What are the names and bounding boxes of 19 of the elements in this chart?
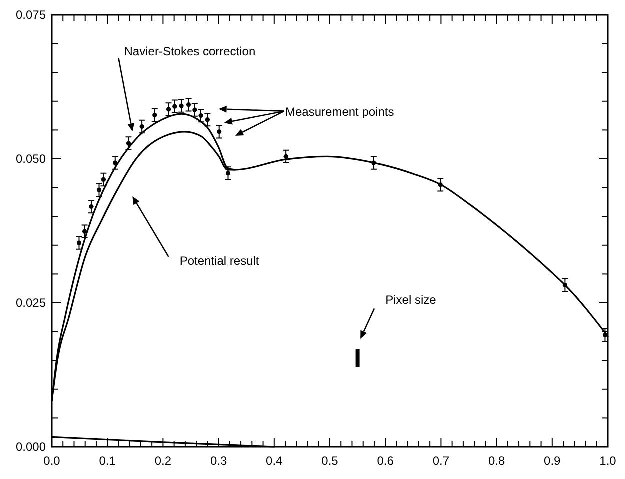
y-tick-label: 0.050 — [16, 152, 46, 166]
y-tick-label: 0.025 — [16, 296, 46, 310]
annotation: Measurement points — [286, 105, 394, 120]
x-tick-label: 0.0 — [44, 454, 61, 468]
annotation: Navier-Stokes correction — [124, 44, 256, 59]
y-tick-label: 0.000 — [16, 440, 46, 454]
x-tick-label: 0.2 — [154, 454, 172, 468]
x-tick-label: 1.0 — [600, 454, 617, 468]
x-tick-label: 0.3 — [210, 454, 228, 468]
x-tick-label: 0.8 — [488, 454, 506, 468]
x-tick-label: 0.5 — [322, 454, 339, 468]
x-tick-label: 0.7 — [432, 454, 450, 468]
x-tick-label: 0.1 — [99, 454, 116, 468]
y-tick-label: 0.075 — [16, 8, 46, 22]
x-tick-label: 0.4 — [266, 454, 284, 468]
x-tick-label: 0.6 — [377, 454, 394, 468]
x-tick-label: 0.9 — [544, 454, 562, 468]
annotation: Pixel size — [386, 293, 437, 308]
annotation: Potential result — [180, 254, 260, 268]
